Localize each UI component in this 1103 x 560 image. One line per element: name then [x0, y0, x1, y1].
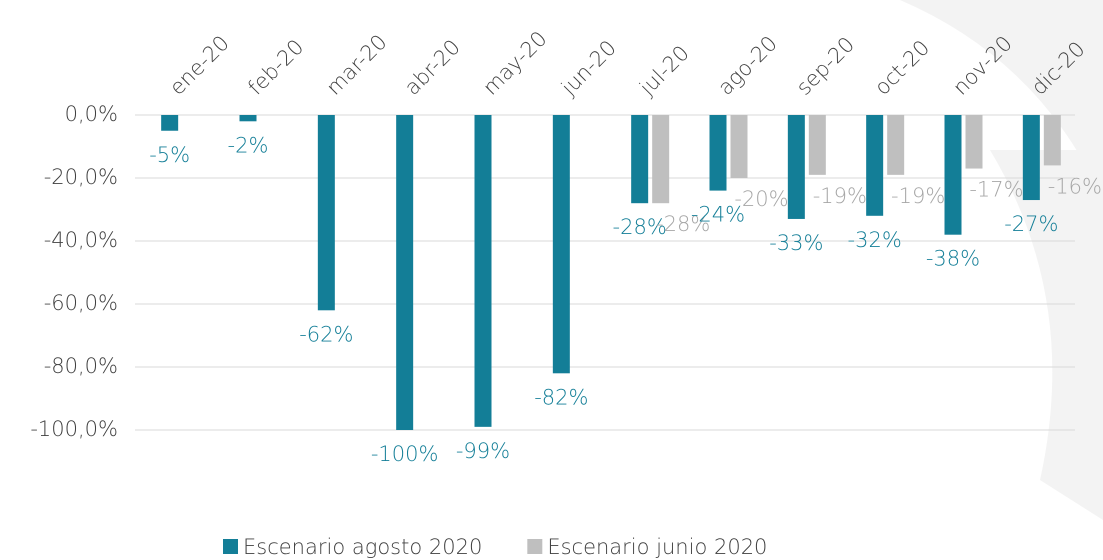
legend-swatch: [527, 539, 543, 554]
data-label: -62%: [299, 322, 353, 346]
data-label: -28%: [656, 212, 710, 236]
data-label: -100%: [371, 442, 439, 466]
data-label: -16%: [1048, 174, 1102, 198]
x-tick-label: may-20: [478, 26, 551, 99]
x-tick-label: jul-20: [634, 41, 694, 101]
data-label: -19%: [813, 184, 867, 208]
bar: [239, 115, 257, 122]
bar: [965, 115, 983, 169]
bar: [552, 115, 570, 374]
x-tick-label: mar-20: [322, 30, 392, 100]
bar: [787, 115, 805, 219]
data-label: -99%: [456, 439, 510, 463]
x-tick-label: ene-20: [165, 31, 234, 100]
bar: [161, 115, 179, 131]
data-label: -20%: [734, 187, 788, 211]
y-tick-label: -20,0%: [44, 165, 118, 189]
y-tick-label: -40,0%: [44, 228, 118, 252]
bar: [652, 115, 670, 204]
data-label: -28%: [613, 215, 667, 239]
data-label: -17%: [969, 178, 1023, 202]
x-tick-label: feb-20: [243, 35, 308, 100]
bar: [808, 115, 826, 175]
legend-label: Escenario agosto 2020: [243, 535, 482, 559]
data-label: -33%: [769, 231, 823, 255]
bar: [709, 115, 727, 191]
watermark: [990, 150, 1103, 520]
watermark: [760, 0, 1103, 200]
y-tick-label: -60,0%: [44, 291, 118, 315]
data-label: -27%: [1004, 212, 1058, 236]
data-label: -32%: [848, 228, 902, 252]
bar: [396, 115, 414, 430]
bar: [887, 115, 905, 175]
bar: [474, 115, 492, 427]
legend-label: Escenario junio 2020: [547, 535, 767, 559]
bar: [317, 115, 335, 311]
data-label: -24%: [691, 203, 745, 227]
legend-swatch: [223, 539, 238, 554]
data-label: -82%: [534, 385, 588, 409]
data-label: -5%: [149, 143, 190, 167]
bar: [1043, 115, 1061, 166]
x-tick-label: abr-20: [400, 35, 465, 100]
bar: [944, 115, 962, 235]
data-label: -19%: [891, 184, 945, 208]
x-tick-label: ago-20: [713, 31, 782, 100]
x-tick-label: sep-20: [792, 32, 860, 100]
data-label: -2%: [228, 133, 269, 157]
x-tick-label: oct-20: [870, 35, 934, 99]
data-label: -38%: [926, 247, 980, 271]
bar: [631, 115, 649, 204]
bar: [866, 115, 884, 216]
bar: [730, 115, 748, 178]
y-tick-label: -80,0%: [44, 354, 118, 378]
bar: [1022, 115, 1040, 201]
y-tick-label: 0,0%: [65, 102, 118, 126]
y-tick-label: -100,0%: [30, 417, 118, 441]
x-tick-label: jun-20: [556, 36, 621, 101]
